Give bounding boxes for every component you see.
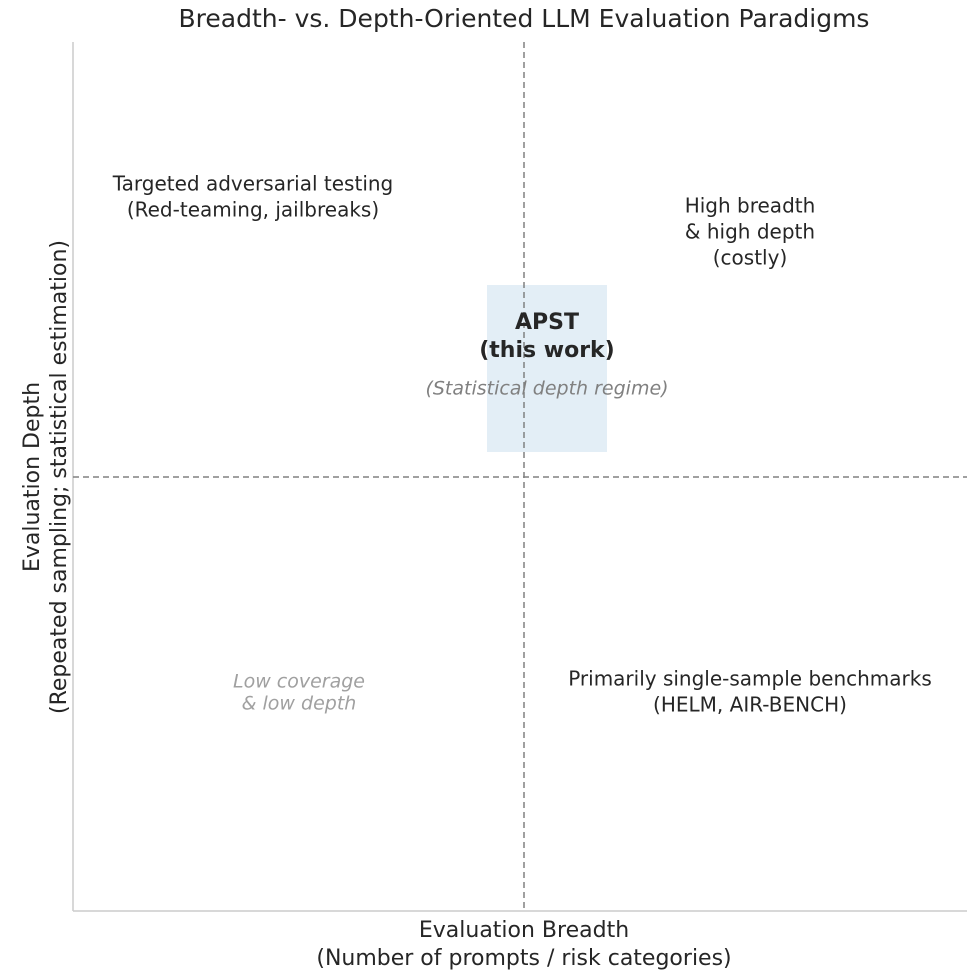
- x-axis-label: Evaluation Breadth: [419, 918, 629, 943]
- highlight-box: [487, 285, 607, 452]
- quadrant-label: & high depth: [685, 220, 815, 244]
- quadrant-label: (HELM, AIR-BENCH): [653, 693, 847, 717]
- highlight-note: (Statistical depth regime): [425, 378, 668, 400]
- quadrant-label: (Red-teaming, jailbreaks): [127, 198, 379, 222]
- quadrant-label: (costly): [713, 246, 788, 270]
- highlight-label: APST: [515, 310, 579, 335]
- y-axis-label: Evaluation Depth: [20, 382, 45, 572]
- y-axis-label: (Repeated sampling; statistical estimati…: [47, 240, 72, 714]
- quadrant-label: Primarily single-sample benchmarks: [568, 667, 932, 691]
- x-axis-label: (Number of prompts / risk categories): [316, 946, 731, 971]
- quadrant-label: Low coverage: [233, 671, 365, 693]
- highlight-label: (this work): [479, 338, 615, 363]
- title: Breadth- vs. Depth-Oriented LLM Evaluati…: [179, 4, 870, 33]
- quadrant-label: Targeted adversarial testing: [112, 172, 394, 196]
- quadrant-label: & low depth: [242, 693, 357, 715]
- quadrant-label: High breadth: [685, 194, 816, 218]
